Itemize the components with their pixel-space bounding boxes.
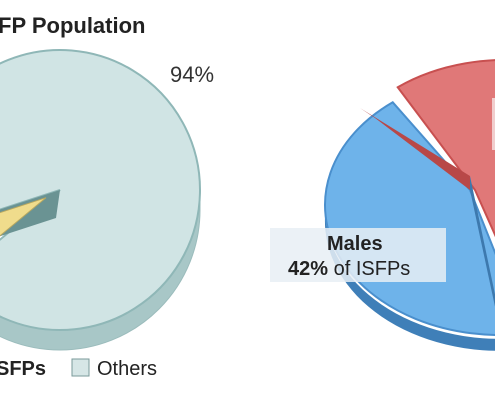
legend-label-isfps: SFPs (0, 358, 46, 380)
pie-slice-males-side (324, 205, 495, 351)
callout-suffix-males: of ISFPs (328, 258, 410, 280)
callout-title-males: Males (327, 233, 383, 255)
callout-box-females (492, 98, 495, 150)
legend: SFPs Others (0, 358, 157, 380)
pie-slice-isfps-side (0, 190, 60, 237)
callout-line-males: 42% of ISFPs (288, 258, 410, 280)
pie-slice-females (396, 59, 495, 238)
pie-slice-others (0, 49, 201, 331)
legend-label-others: Others (97, 358, 157, 380)
legend-swatch-others (71, 358, 90, 377)
chart-title: FP Population (0, 13, 145, 38)
left-pie-chart: 94% (0, 49, 214, 351)
right-pie-chart: Males 42% of ISFPs (270, 59, 495, 351)
pie-slice-isfps (0, 197, 47, 237)
pie-slice-males-inner (470, 176, 495, 307)
data-label-others: 94% (170, 62, 214, 87)
pie-slice-others-side (0, 189, 201, 351)
callout-box-males (270, 228, 446, 282)
callout-pct-males: 42% (288, 258, 328, 280)
